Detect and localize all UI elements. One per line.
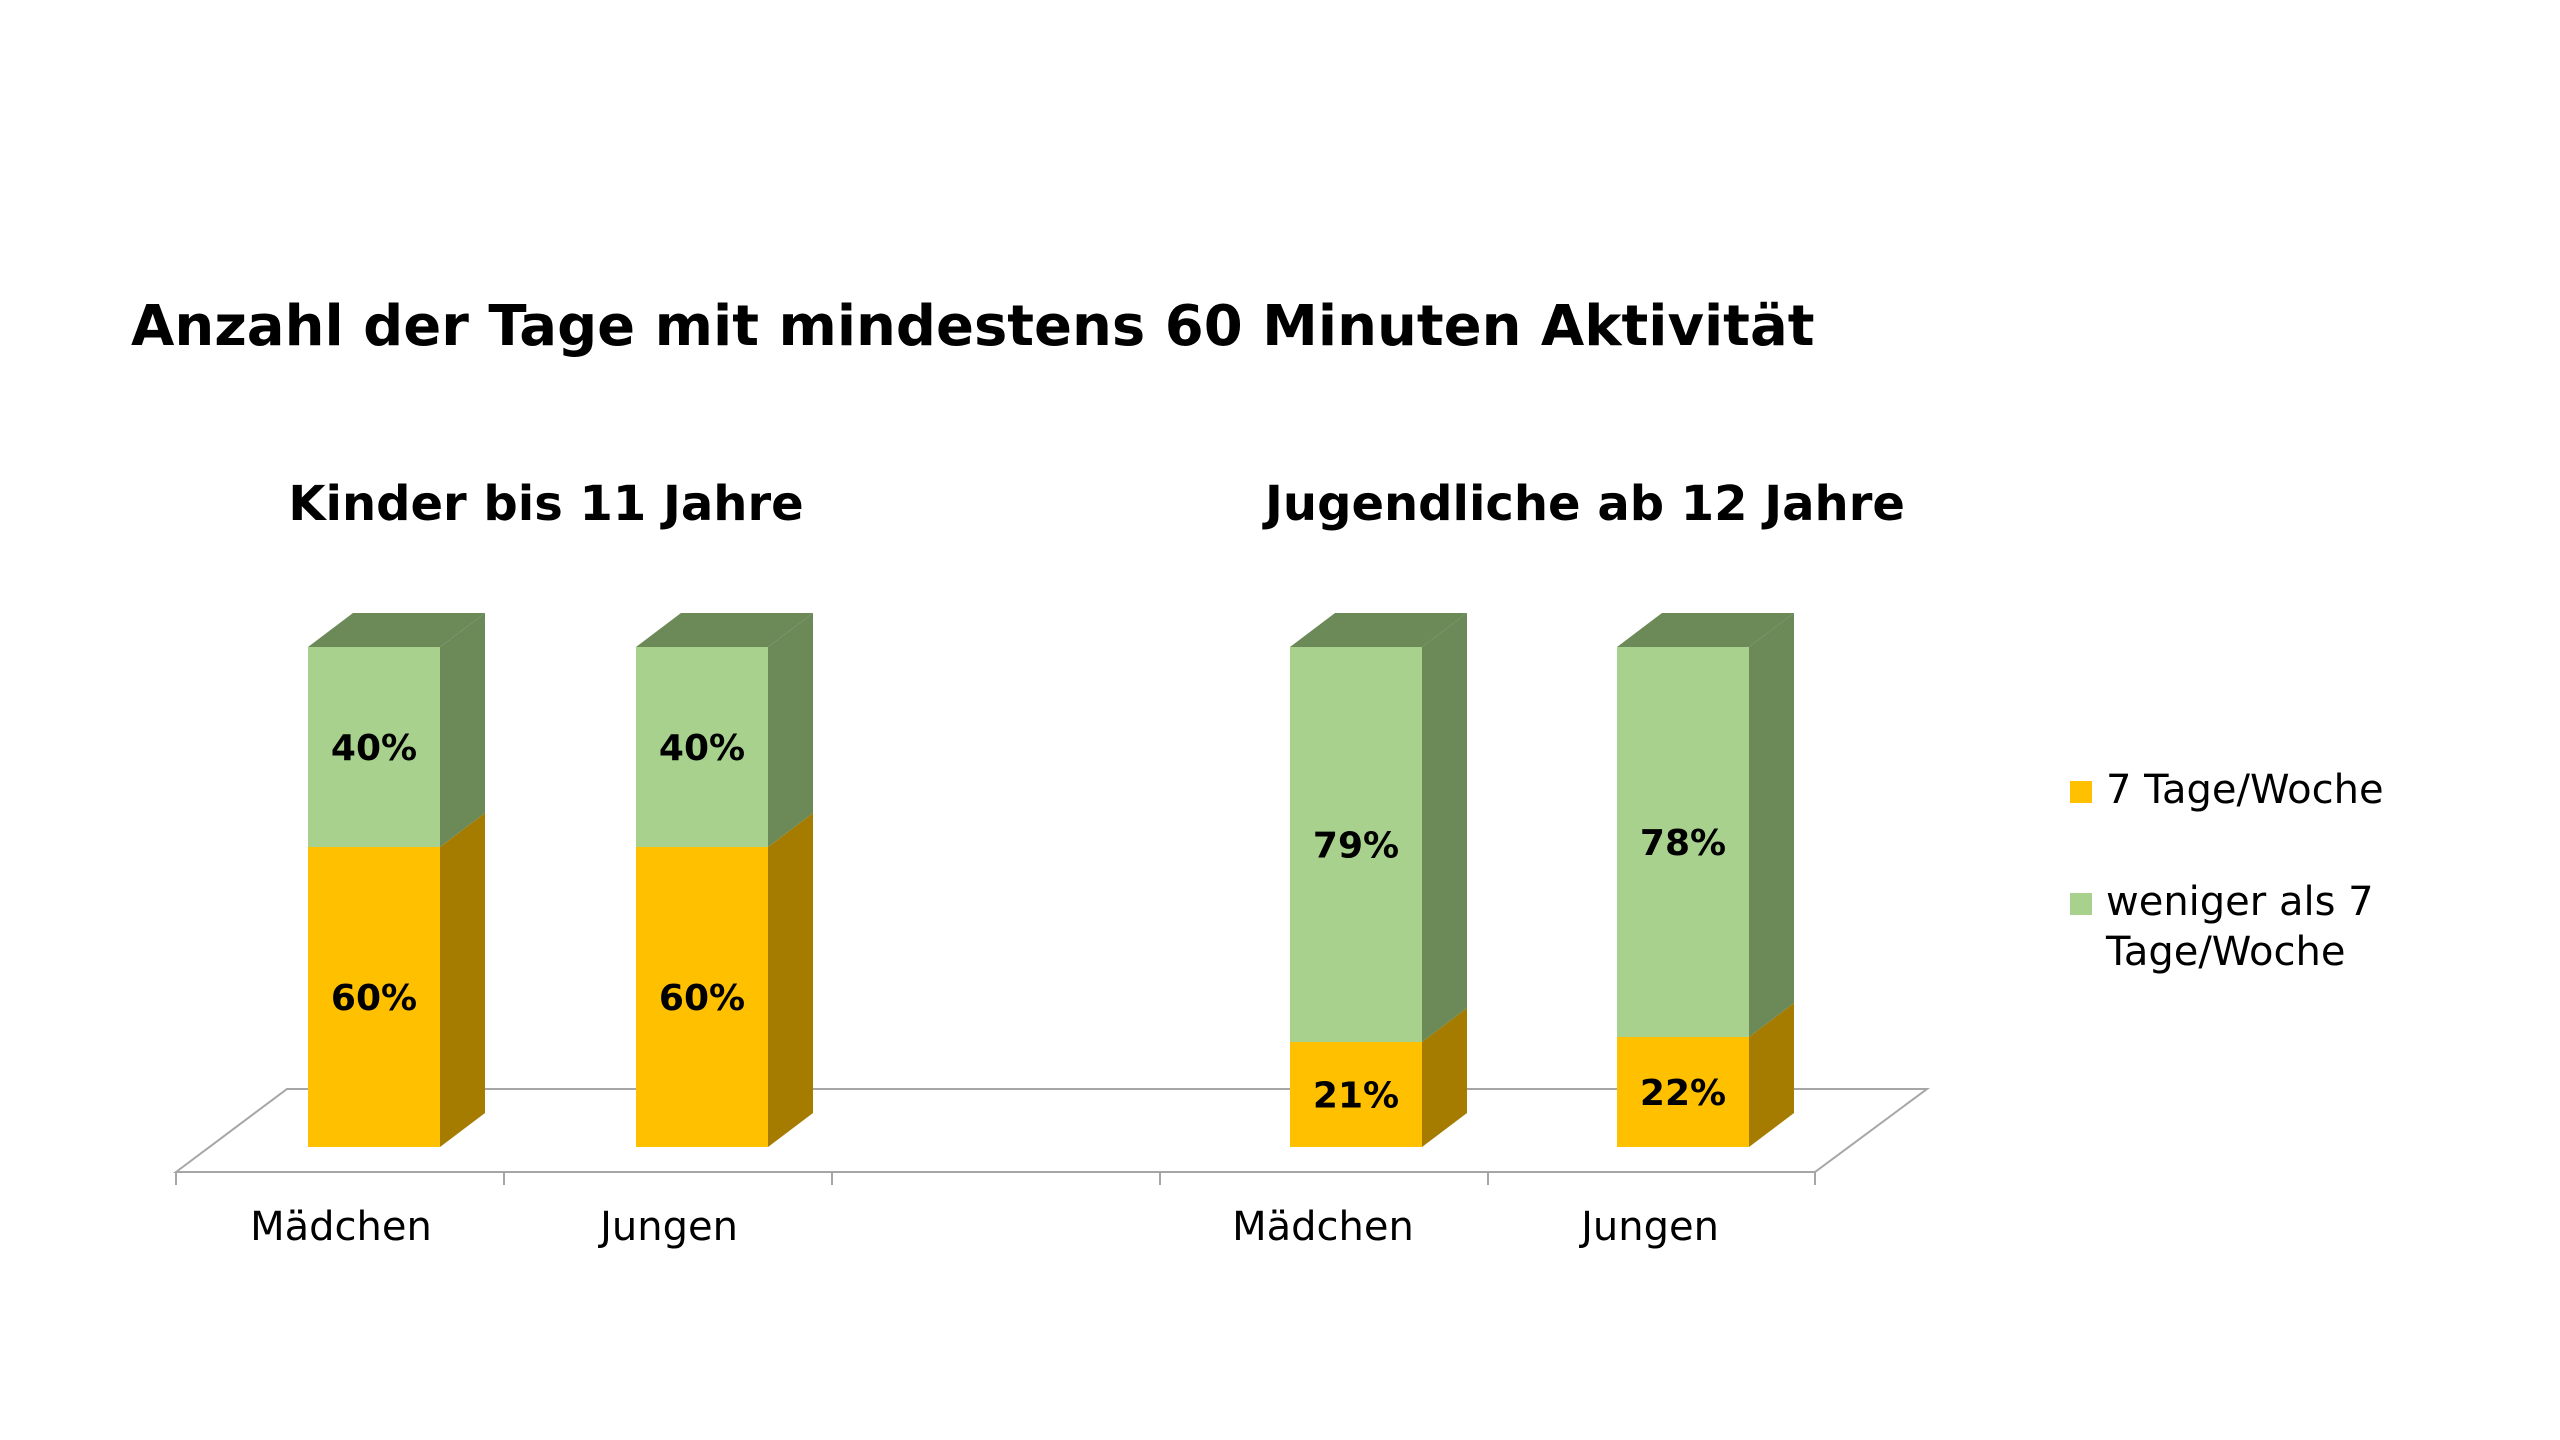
bar-segment-7-tage-side (768, 813, 813, 1147)
category-label: Jungen (597, 1204, 738, 1250)
legend-label: weniger als 7 (2106, 879, 2374, 925)
data-label: 22% (1640, 1073, 1726, 1114)
bar-segment-weniger (308, 647, 440, 847)
category-label: Mädchen (1232, 1204, 1414, 1250)
data-label: 60% (659, 978, 745, 1019)
data-label: 60% (331, 978, 417, 1019)
bar-segment-weniger (1290, 647, 1422, 1042)
bar-segment-7-tage (1290, 1042, 1422, 1147)
bar-segment-weniger-side (1422, 613, 1467, 1042)
category-label: Jungen (1578, 1204, 1719, 1250)
bar-segment-weniger-side (768, 613, 813, 847)
data-label: 40% (659, 728, 745, 769)
group-title: Jugendliche ab 12 Jahre (1262, 476, 1905, 532)
bar-segment-7-tage (308, 847, 440, 1147)
legend-swatch (2070, 781, 2092, 803)
bar-segment-weniger-top (308, 613, 485, 647)
chart-title: Anzahl der Tage mit mindestens 60 Minute… (131, 294, 1815, 359)
legend-label: 7 Tage/Woche (2106, 767, 2384, 813)
category-label: Mädchen (250, 1204, 432, 1250)
group-title: Kinder bis 11 Jahre (288, 476, 803, 532)
bar-segment-7-tage-side (1422, 1008, 1467, 1147)
data-label: 21% (1313, 1076, 1399, 1117)
data-label: 79% (1313, 826, 1399, 867)
legend-swatch (2070, 893, 2092, 915)
bar-segment-weniger (1617, 647, 1749, 1037)
bar-segment-weniger-top (1290, 613, 1467, 647)
bar-segment-7-tage-side (440, 813, 485, 1147)
data-label: 78% (1640, 823, 1726, 864)
bar-segment-weniger-side (440, 613, 485, 847)
legend-label: Tage/Woche (2105, 929, 2345, 975)
bar-segment-weniger (636, 647, 768, 847)
data-label: 40% (331, 728, 417, 769)
bar-segment-weniger-top (636, 613, 813, 647)
bar-segment-7-tage (1617, 1037, 1749, 1147)
bar-segment-7-tage (636, 847, 768, 1147)
bar-segment-weniger-side (1749, 613, 1794, 1037)
bar-segment-7-tage-side (1749, 1003, 1794, 1147)
bar-segment-weniger-top (1617, 613, 1794, 647)
